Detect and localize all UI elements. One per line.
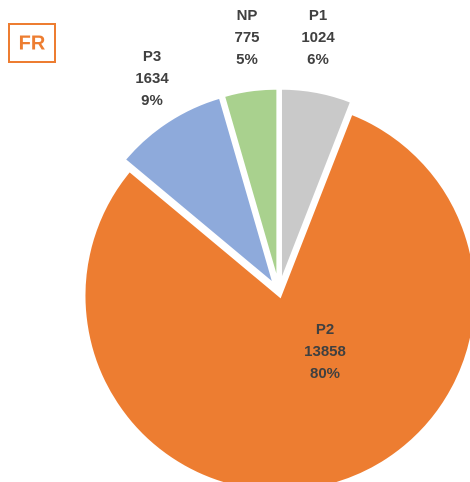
slice-percent: 80% — [310, 365, 340, 382]
pie-slice — [278, 86, 354, 285]
slice-value: 1634 — [135, 70, 169, 87]
slice-value: 1024 — [301, 29, 335, 46]
slice-percent: 6% — [307, 51, 329, 68]
pie-slice — [122, 95, 278, 290]
slice-percent: 5% — [236, 51, 258, 68]
chart-title: FR — [19, 32, 46, 54]
slice-label: P2 — [316, 321, 334, 338]
slice-value: 13858 — [304, 343, 346, 360]
title-box — [8, 23, 56, 63]
pie-slice — [221, 86, 280, 285]
pie-slice — [82, 111, 470, 482]
slice-label: NP — [237, 7, 258, 24]
slice-label: P3 — [143, 48, 161, 65]
slice-label: P1 — [309, 7, 327, 24]
slice-percent: 9% — [141, 92, 163, 109]
slice-value: 775 — [234, 29, 259, 46]
